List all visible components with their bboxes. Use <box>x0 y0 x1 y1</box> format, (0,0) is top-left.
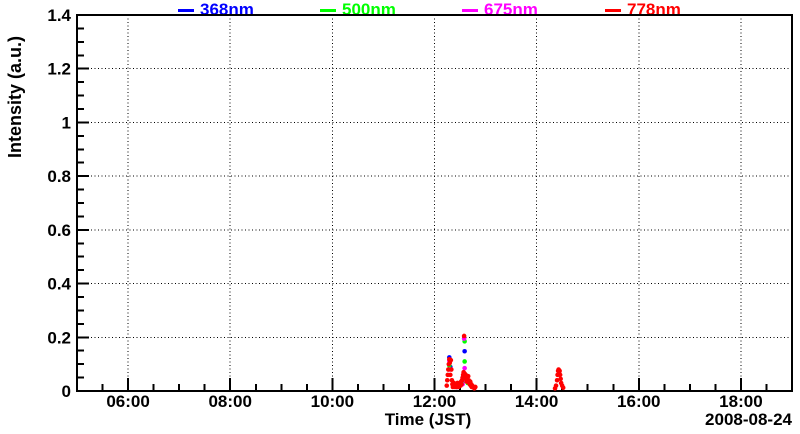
data-point-675nm <box>462 365 467 371</box>
data-point-778nm <box>560 385 566 391</box>
data-point-778nm <box>473 384 478 390</box>
data-point-778nm <box>557 368 562 374</box>
x-tick-label: 06:00 <box>106 392 149 411</box>
y-tick-label: 0 <box>62 382 71 401</box>
data-point-778nm <box>461 333 467 339</box>
legend-line-swatch-778nm <box>605 8 621 12</box>
y-tick-label: 1.2 <box>47 60 71 79</box>
y-tick-label: 1 <box>62 113 71 132</box>
data-point-778nm <box>553 383 559 388</box>
data-point-778nm <box>557 372 563 378</box>
x-axis-title: Time (JST) <box>384 410 472 429</box>
legend-line-swatch-675nm <box>462 8 478 12</box>
data-point-368nm <box>462 348 467 354</box>
legend-line-swatch-500nm <box>320 8 336 12</box>
data-point-500nm <box>462 359 467 364</box>
data-point-778nm <box>465 373 471 379</box>
legend-line-swatch-368nm <box>178 8 194 12</box>
data-point-778nm <box>459 381 464 387</box>
x-tick-label: 16:00 <box>617 392 660 411</box>
x-tick-label: 18:00 <box>719 392 762 411</box>
y-axis-title: Intensity (a.u.) <box>5 35 25 158</box>
plot-frame <box>76 14 793 392</box>
data-point-778nm <box>444 377 450 383</box>
y-tick-label: 0.4 <box>47 275 71 294</box>
data-point-778nm <box>448 372 453 378</box>
data-point-778nm <box>449 367 454 372</box>
x-tick-label: 12:00 <box>413 392 456 411</box>
x-tick-label: 14:00 <box>515 392 558 411</box>
x-tick-label: 10:00 <box>311 392 354 411</box>
y-tick-label: 1.4 <box>47 6 71 25</box>
x-tick-label: 08:00 <box>208 392 251 411</box>
y-tick-label: 0.2 <box>47 328 71 347</box>
data-point-778nm <box>558 376 563 382</box>
y-tick-label: 0.8 <box>47 167 71 186</box>
data-point-778nm <box>448 357 454 363</box>
data-point-778nm <box>554 377 560 383</box>
data-point-778nm <box>444 383 450 388</box>
date-annotation: 2008-08-24 <box>705 410 792 429</box>
y-tick-label: 0.6 <box>47 221 71 240</box>
